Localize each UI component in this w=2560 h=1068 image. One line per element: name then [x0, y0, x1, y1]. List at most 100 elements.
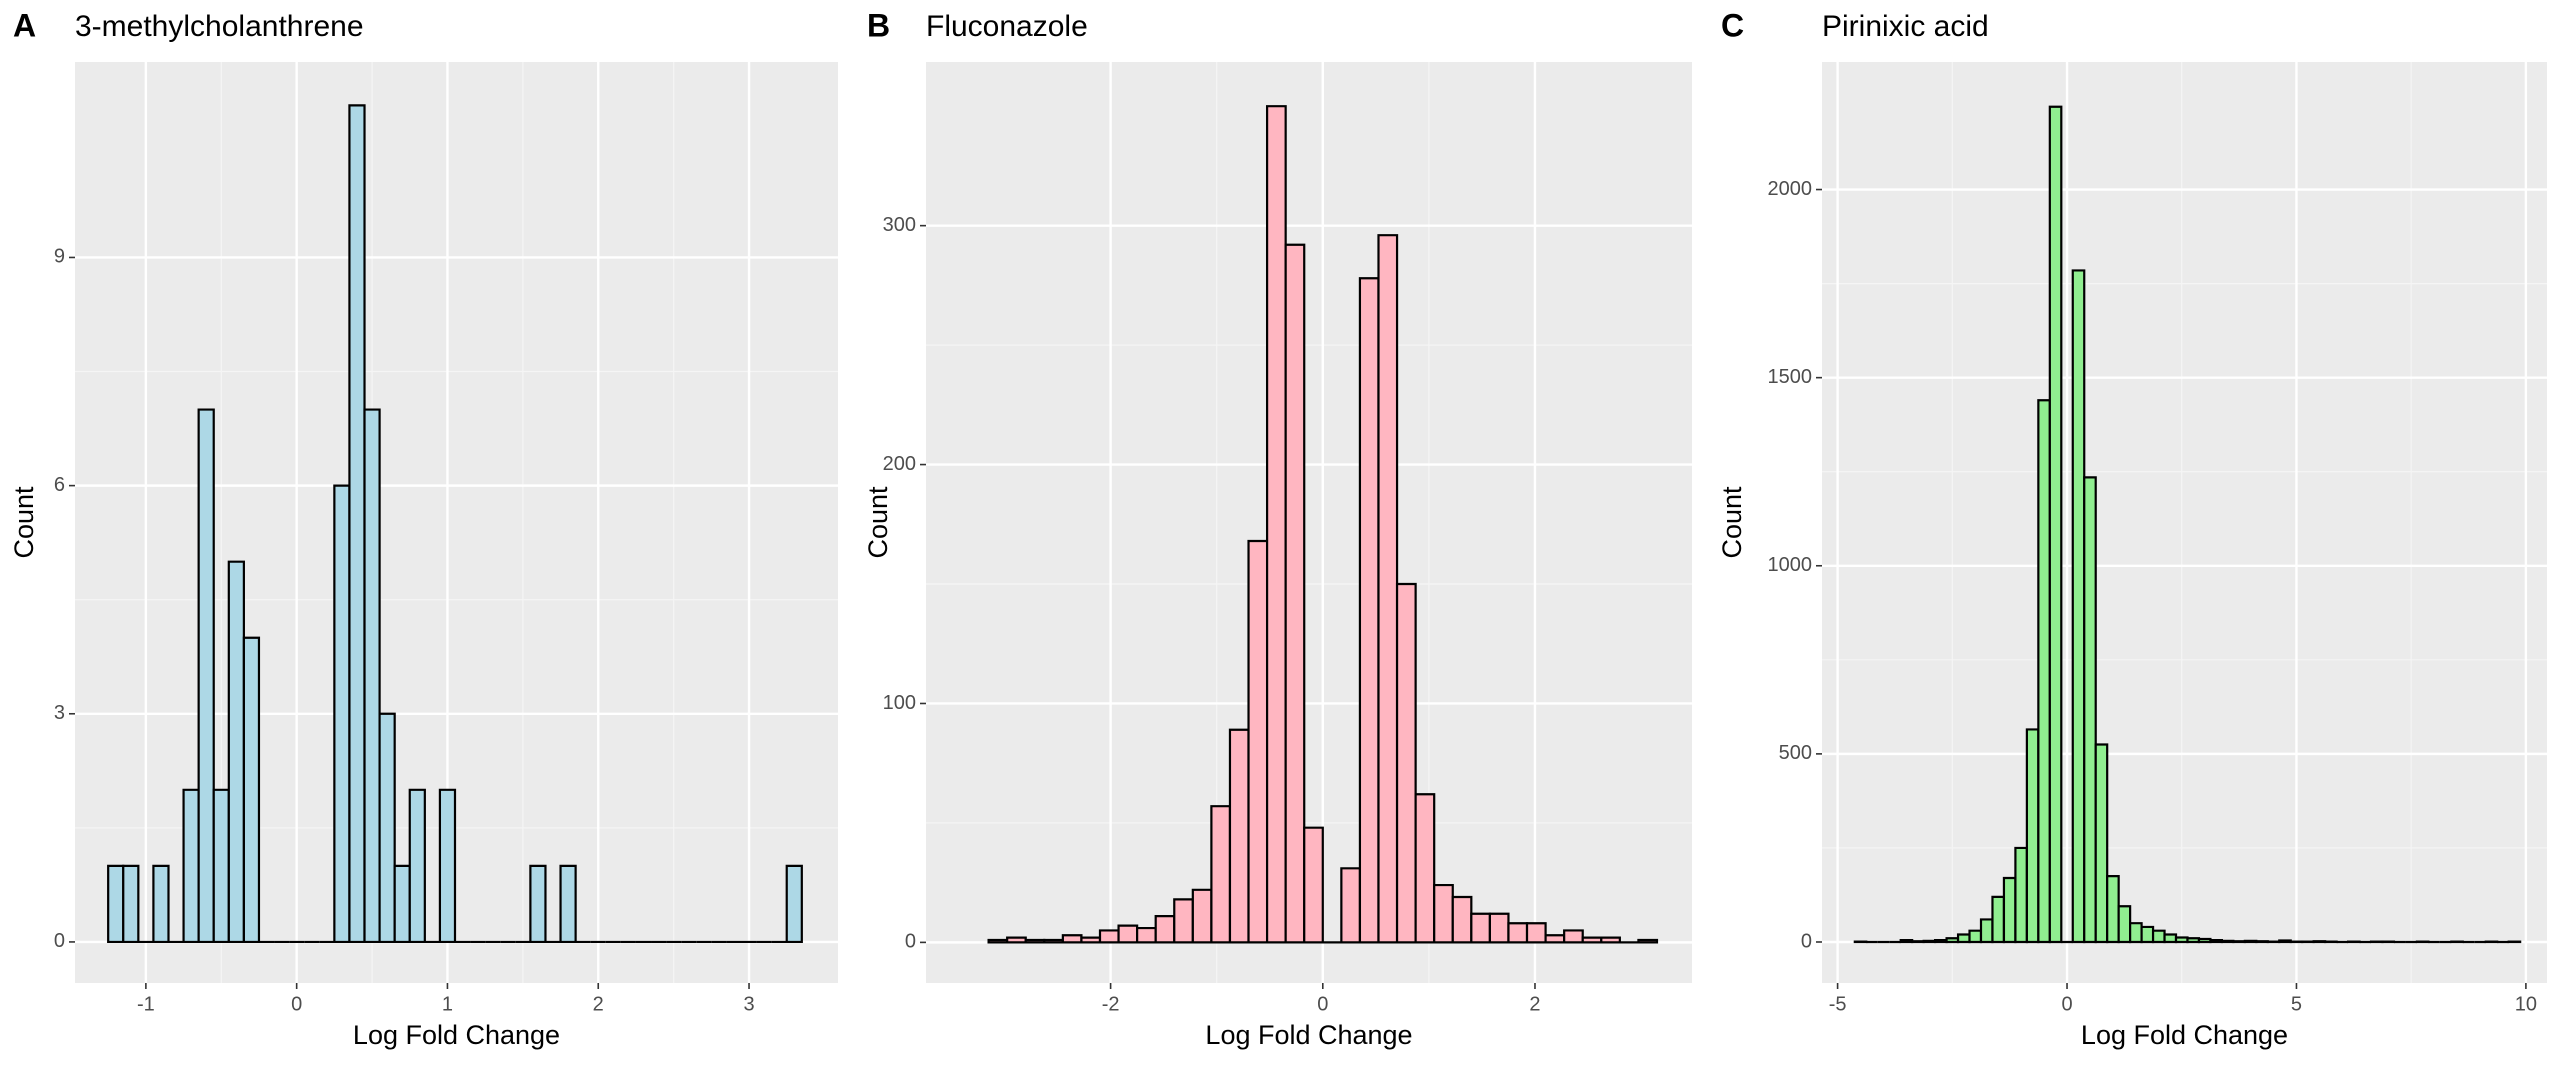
- x-tick-label: -2: [1102, 993, 1120, 1015]
- histogram-bar: [2025, 728, 2040, 944]
- histogram-bar: [785, 864, 803, 944]
- y-axis-label: Count: [1717, 486, 1747, 559]
- histogram-bar: [1600, 936, 1621, 944]
- y-tick-label: 1500: [1768, 366, 1813, 388]
- histogram-bar: [2106, 875, 2120, 944]
- histogram-bar: [1340, 867, 1362, 944]
- histogram-bar: [2117, 905, 2132, 944]
- x-tick-label: 1: [442, 993, 453, 1015]
- histogram-bar: [1358, 277, 1380, 944]
- histogram-bar: [1173, 898, 1194, 944]
- histogram-bar: [1991, 895, 2006, 944]
- histogram-bar: [2094, 743, 2109, 944]
- histogram-bar: [2278, 939, 2292, 944]
- x-tick-label: 5: [2291, 993, 2302, 1015]
- histogram-bar: [2232, 940, 2246, 944]
- y-tick-label: 6: [54, 474, 65, 496]
- histogram-bar: [1470, 912, 1491, 944]
- histogram-bar: [1136, 926, 1157, 944]
- histogram-bar: [1433, 883, 1454, 944]
- histogram-bar: [2048, 105, 2063, 944]
- histogram-bar: [438, 788, 457, 944]
- histogram-bar: [1979, 918, 1994, 944]
- histogram-bar: [1525, 922, 1547, 944]
- histogram-bar: [2197, 937, 2212, 944]
- x-tick-label: 0: [1317, 993, 1328, 1015]
- y-tick-label: 200: [883, 453, 916, 475]
- histogram-bar: [242, 636, 261, 944]
- x-tick-label: 2: [593, 993, 604, 1015]
- y-tick-label: 3: [54, 702, 65, 724]
- histogram-bar: [107, 864, 125, 944]
- chart-title: Pirinixic acid: [1822, 10, 1989, 43]
- histogram-bar: [1210, 805, 1232, 944]
- histogram-bar: [1956, 933, 1971, 944]
- histogram-bar: [1899, 939, 1914, 944]
- histogram-bar: [1968, 929, 1983, 944]
- plot-background: [1822, 62, 2547, 983]
- histogram-bar: [393, 864, 411, 944]
- histogram-bar: [152, 864, 170, 944]
- histogram-bar: [1922, 939, 1937, 944]
- x-tick-label: 2: [1529, 993, 1540, 1015]
- histogram-bar: [333, 484, 351, 944]
- histogram-bar: [363, 408, 381, 944]
- histogram-bar: [1006, 936, 1027, 944]
- histogram-bar: [559, 864, 577, 944]
- histogram-bar: [1414, 793, 1436, 944]
- histogram-bar: [1228, 728, 1250, 944]
- histogram-bar: [2209, 939, 2223, 944]
- histogram-bar: [1098, 929, 1120, 944]
- histogram-bar: [1191, 888, 1213, 944]
- panel-label: B: [867, 7, 890, 43]
- histogram-bar: [212, 788, 230, 944]
- histogram-bar: [1507, 922, 1529, 944]
- histogram-bar: [1945, 937, 1960, 944]
- y-tick-label: 0: [1801, 930, 1812, 952]
- histogram-bar: [987, 938, 1009, 944]
- histogram-bar: [227, 560, 245, 944]
- histogram-bar: [1265, 105, 1287, 944]
- x-tick-label: 10: [2515, 993, 2537, 1015]
- y-tick-label: 0: [905, 931, 916, 953]
- chart-title: 3-methylcholanthrene: [75, 10, 364, 43]
- x-tick-label: -1: [137, 993, 155, 1015]
- histogram-bar: [1451, 895, 1473, 944]
- y-axis-label: Count: [9, 486, 39, 559]
- histogram-bar: [1043, 938, 1064, 944]
- histogram-bar: [2002, 876, 2017, 944]
- y-tick-label: 100: [883, 692, 916, 714]
- histogram-bar: [1247, 539, 1269, 944]
- histogram-bar: [2151, 929, 2166, 944]
- histogram-bar: [1377, 234, 1399, 944]
- histogram-bar: [182, 788, 200, 944]
- x-tick-label: -5: [1829, 993, 1847, 1015]
- histogram-bar: [2220, 939, 2235, 944]
- histogram-bar: [1080, 936, 1102, 944]
- histogram-bar: [1544, 934, 1566, 944]
- histogram-bar: [2312, 940, 2327, 944]
- histogram-bar: [122, 864, 140, 944]
- y-tick-label: 9: [54, 246, 65, 268]
- histogram-bar: [378, 712, 396, 944]
- y-axis-label: Count: [863, 486, 893, 559]
- histogram-bar: [2129, 922, 2143, 944]
- panel-label: C: [1721, 7, 1744, 43]
- y-tick-label: 0: [54, 930, 65, 952]
- histogram-bar: [529, 864, 547, 944]
- histogram-bar: [1284, 243, 1306, 944]
- histogram-bar: [2186, 937, 2201, 944]
- x-axis-label: Log Fold Change: [353, 1020, 560, 1050]
- histogram-bar: [1911, 940, 1925, 944]
- histogram-bar: [2255, 940, 2269, 944]
- histogram-bar: [408, 788, 426, 944]
- histogram-bar: [348, 104, 366, 944]
- x-tick-label: 0: [291, 993, 302, 1015]
- histogram-bar: [2163, 933, 2178, 944]
- y-tick-label: 300: [883, 214, 916, 236]
- histogram-bar: [1303, 826, 1324, 944]
- histogram-bar: [1581, 936, 1603, 944]
- histogram-bar: [2037, 399, 2051, 944]
- histogram-bar: [1563, 929, 1584, 944]
